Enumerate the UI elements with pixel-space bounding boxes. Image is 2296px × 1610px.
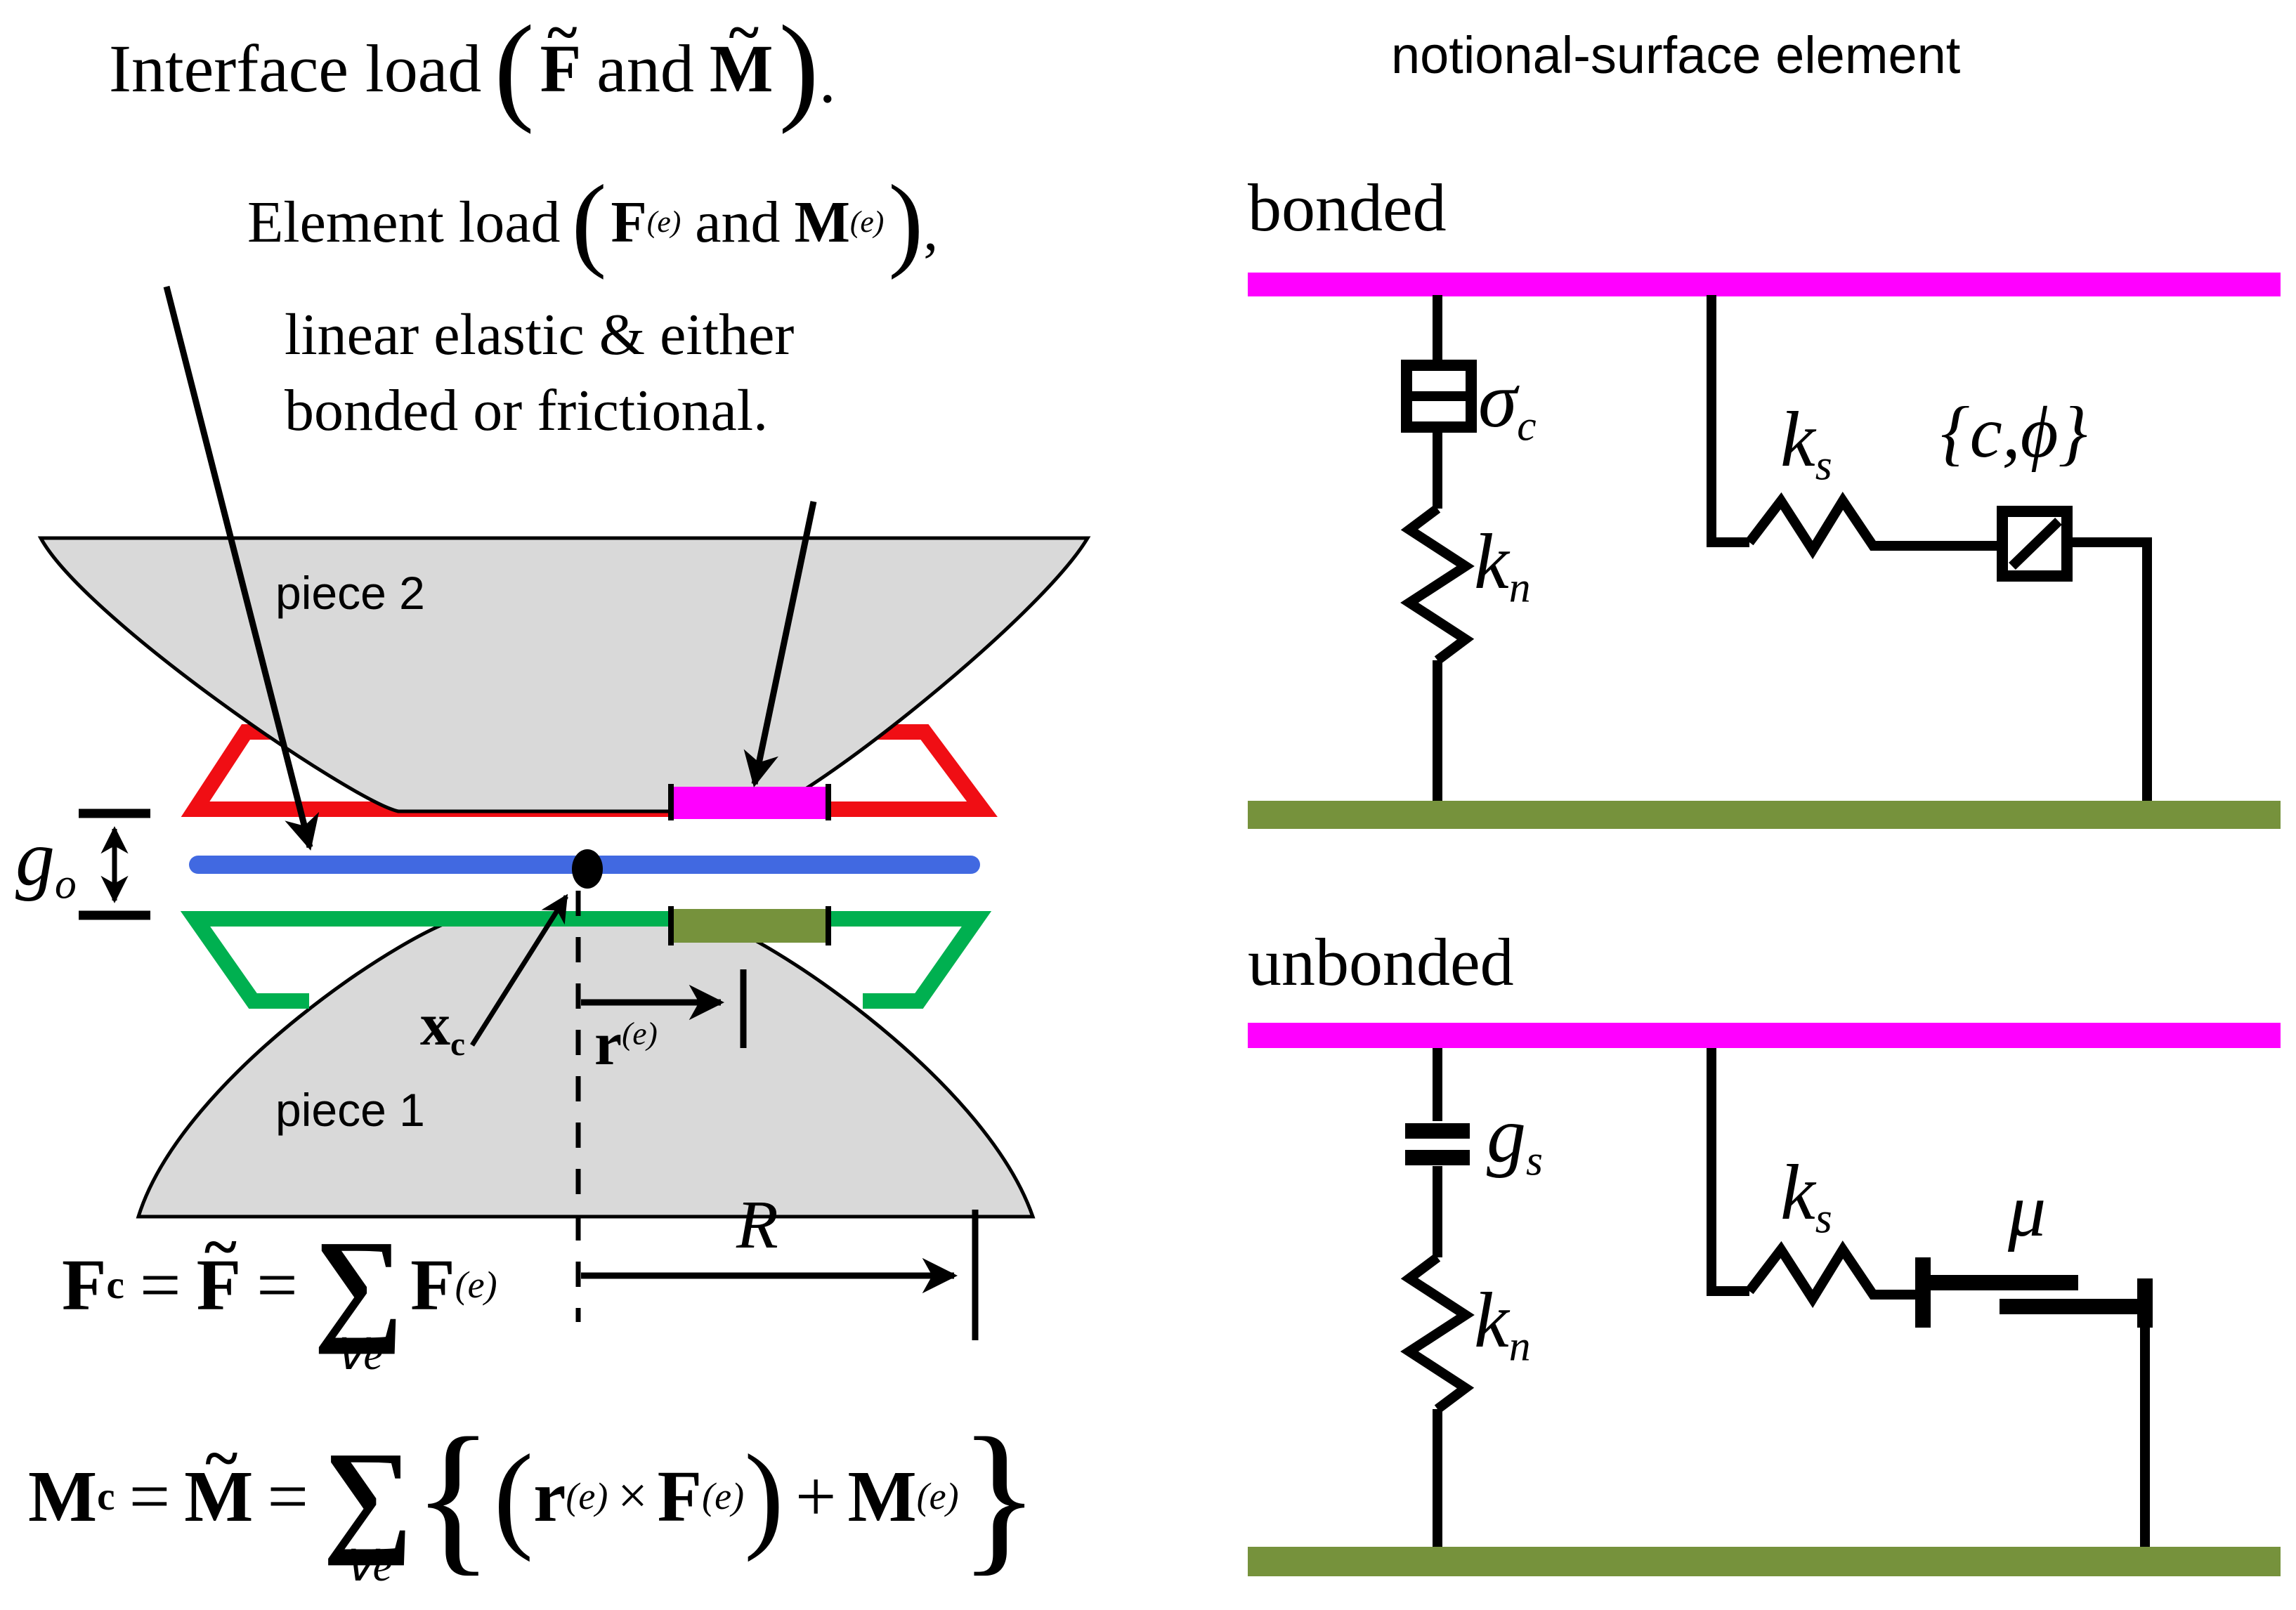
right-brace: } — [958, 1403, 1040, 1590]
element-load-leader-arrow — [743, 501, 817, 787]
element-load-line1: Element load ( F (e) and M (e) ) , — [247, 163, 939, 280]
initial-gap-label: go — [15, 815, 77, 908]
period: . — [818, 41, 836, 117]
olive-element-segment — [668, 906, 831, 945]
element-load-line3: bonded or frictional. — [285, 378, 769, 443]
left-paren: ( — [493, 1429, 534, 1562]
unbonded-label: unbonded — [1248, 924, 1514, 1000]
left-paren: ( — [494, 1, 535, 135]
unbonded-ks-spring — [1745, 1241, 1915, 1309]
element-load-line2: linear elastic & either — [285, 302, 795, 367]
magenta-element-segment — [668, 784, 831, 820]
piece2-label: piece 2 — [275, 567, 425, 619]
bonded-kn-label: kn — [1474, 518, 1531, 612]
sigma-c-label: σc — [1478, 357, 1537, 450]
left-paren: ( — [571, 163, 607, 280]
bonded-label: bonded — [1248, 170, 1447, 245]
M-tilde-symbol: ~ M — [184, 1423, 254, 1537]
unbonded-normal-branch — [1400, 1048, 1475, 1547]
xc-pointer-arrow — [470, 894, 568, 1047]
slider-element-diagonal — [2009, 517, 2062, 570]
F-element-symbol: F — [611, 189, 647, 255]
right-paren: ) — [744, 1429, 784, 1562]
right-paren: ) — [778, 1, 819, 135]
radius-label: R — [736, 1187, 778, 1263]
and-text: and — [695, 189, 781, 255]
interface-load-title: Interface load ( ~ F and ~ M ) . — [109, 0, 836, 135]
unbonded-bottom-surface-bar — [1248, 1547, 2281, 1576]
bonded-shear-branch — [1707, 295, 2152, 801]
left-brace: { — [412, 1403, 494, 1590]
piece1-shape — [136, 915, 1036, 1219]
bonded-top-surface-bar — [1248, 273, 2281, 296]
and-text: and — [596, 30, 694, 106]
comma: , — [923, 197, 939, 263]
bonded-ks-spring — [1745, 492, 2002, 560]
bonded-ks-label: ks — [1780, 396, 1832, 490]
gs-label: gs — [1487, 1092, 1543, 1185]
M-superscript: (e) — [849, 205, 885, 239]
M-element-symbol: M — [794, 189, 850, 255]
plus-sign: + — [795, 1455, 837, 1537]
right-title: notional-surface element — [1391, 26, 1961, 84]
centroid-dot — [572, 849, 603, 889]
summation-symbol: ∑ ∀e — [313, 1215, 404, 1380]
F-tilde-symbol: ~ F — [196, 1212, 242, 1326]
F-superscript: (e) — [646, 205, 681, 239]
piece2-shape — [37, 536, 1091, 813]
interface-load-leader-arrow — [163, 285, 320, 851]
bonded-normal-branch — [1400, 295, 1477, 801]
right-paren: ) — [888, 163, 924, 280]
piece1-label: piece 1 — [275, 1084, 425, 1136]
bonded-kn-spring — [1400, 504, 1475, 665]
mu-label: μ — [2008, 1169, 2047, 1252]
r-vector-label: r(e) — [594, 1010, 658, 1078]
F-tilde-symbol: ~ F — [540, 0, 582, 106]
unbonded-shear-branch — [1707, 1048, 2153, 1547]
unbonded-kn-label: kn — [1474, 1277, 1531, 1370]
unbonded-top-surface-bar — [1248, 1023, 2281, 1048]
interface-load-text: Interface load — [109, 30, 482, 106]
summation-symbol: ∑ ∀e — [322, 1426, 413, 1591]
bonded-bottom-surface-bar — [1248, 801, 2281, 829]
M-tilde-symbol: ~ M — [709, 0, 774, 106]
unbonded-kn-spring — [1400, 1253, 1475, 1413]
xc-label: xc — [420, 990, 465, 1063]
unbonded-ks-label: ks — [1780, 1149, 1832, 1243]
gap-dimension — [79, 809, 150, 920]
c-phi-label: {c,ϕ} — [1940, 392, 2088, 473]
green-interface-outline — [180, 911, 992, 1009]
element-load-text: Element load — [247, 189, 561, 255]
times-sign: × — [618, 1467, 648, 1525]
